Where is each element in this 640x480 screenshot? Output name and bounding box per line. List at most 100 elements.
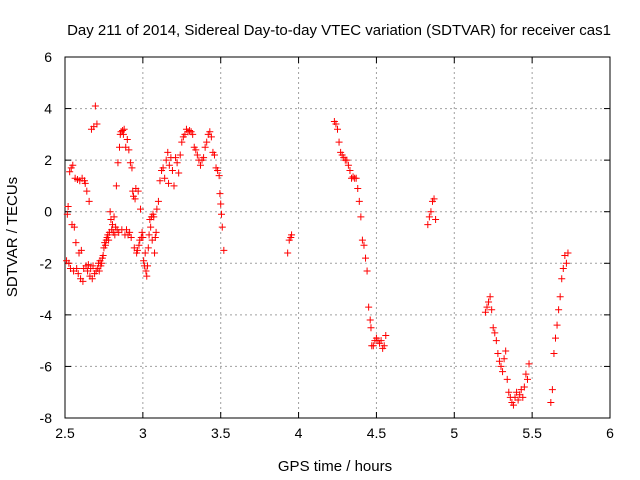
data-point <box>486 293 494 301</box>
data-point <box>156 177 164 185</box>
data-point <box>349 173 357 181</box>
data-point <box>522 370 530 378</box>
data-point <box>485 298 493 306</box>
data-point <box>133 246 141 254</box>
data-point <box>125 146 133 154</box>
x-tick-label: 5.5 <box>522 425 542 441</box>
data-point <box>217 210 225 218</box>
data-point <box>288 231 296 239</box>
data-point <box>206 128 214 136</box>
data-point <box>217 200 225 208</box>
data-point <box>548 386 556 394</box>
data-point <box>73 264 81 272</box>
data-point <box>207 133 215 141</box>
data-point <box>509 401 517 409</box>
data-point <box>95 267 103 275</box>
data-point <box>382 331 390 339</box>
x-tick-label: 4 <box>295 425 303 441</box>
data-point <box>65 259 73 267</box>
data-point <box>153 205 161 213</box>
data-point <box>218 223 226 231</box>
data-point <box>154 197 162 205</box>
data-point <box>335 138 343 146</box>
y-tick-label: 2 <box>44 152 52 168</box>
data-point <box>79 277 87 285</box>
data-point <box>203 138 211 146</box>
y-tick-label: 0 <box>44 204 52 220</box>
x-tick-labels: 2.5 3 3.5 4 4.5 5 5.5 6 <box>55 425 614 441</box>
data-point <box>145 231 153 239</box>
data-point <box>495 357 503 365</box>
data-point <box>134 187 142 195</box>
data-point <box>175 169 183 177</box>
data-point <box>430 195 438 203</box>
data-point <box>483 303 491 311</box>
data-point <box>138 228 146 236</box>
data-point <box>427 208 435 216</box>
data-point <box>492 337 500 345</box>
data-point <box>142 267 150 275</box>
data-point <box>216 190 224 198</box>
data-point <box>553 321 561 329</box>
y-tick-label: -6 <box>40 358 53 374</box>
data-point <box>499 368 507 376</box>
data-point <box>220 246 228 254</box>
data-point <box>110 213 118 221</box>
data-point <box>74 270 82 278</box>
data-point <box>380 342 388 350</box>
data-point <box>98 259 106 267</box>
data-point <box>143 272 151 280</box>
data-point <box>377 337 385 345</box>
data-point <box>128 164 136 172</box>
data-point <box>344 161 352 169</box>
data-point <box>360 241 368 249</box>
data-point <box>106 208 114 216</box>
data-point <box>116 143 123 151</box>
chart-title: Day 211 of 2014, Sidereal Day-to-day VTE… <box>67 22 611 39</box>
data-point <box>500 355 508 363</box>
data-point <box>162 156 170 164</box>
plot-frame <box>64 56 611 419</box>
data-point <box>332 120 340 128</box>
data-point <box>111 231 119 239</box>
data-point <box>550 350 558 358</box>
data-point <box>214 166 222 174</box>
data-point <box>178 138 186 146</box>
data-point <box>119 130 127 138</box>
data-point <box>66 168 74 176</box>
data-point <box>170 182 178 190</box>
data-point <box>126 159 134 167</box>
data-point <box>494 350 502 358</box>
data-point <box>346 166 354 174</box>
data-point <box>105 236 113 244</box>
y-tick-label: -8 <box>40 410 53 426</box>
data-point <box>502 347 510 355</box>
data-point <box>343 156 351 164</box>
data-point <box>131 195 139 203</box>
data-point <box>196 161 204 169</box>
data-point <box>101 241 109 249</box>
data-point <box>135 241 143 249</box>
data-point <box>127 234 135 241</box>
data-point <box>497 362 505 370</box>
data-point <box>355 197 363 205</box>
data-point <box>555 306 563 314</box>
data-point <box>139 234 147 241</box>
data-point <box>200 154 208 162</box>
data-point <box>83 187 91 195</box>
data-point <box>514 396 522 404</box>
data-point <box>165 161 173 169</box>
data-point <box>215 172 223 180</box>
data-point <box>85 197 93 205</box>
x-tick-label: 3.5 <box>211 425 231 441</box>
data-point <box>186 126 194 134</box>
y-tick-label: -2 <box>40 255 53 271</box>
data-point <box>91 102 99 110</box>
data-point <box>362 254 370 262</box>
data-point <box>168 166 176 174</box>
data-point <box>367 324 375 332</box>
data-point <box>552 334 559 342</box>
data-point <box>72 239 80 247</box>
x-tick-label: 2.5 <box>55 425 75 441</box>
